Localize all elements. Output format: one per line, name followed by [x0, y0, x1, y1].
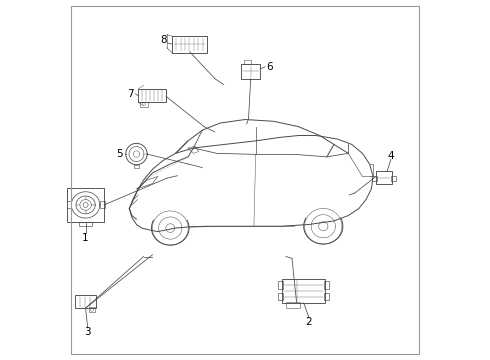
Bar: [100, 201, 105, 208]
Bar: [89, 307, 95, 312]
Bar: [372, 176, 377, 181]
Bar: [278, 293, 283, 300]
Bar: [79, 222, 92, 226]
Bar: [324, 293, 329, 300]
Text: 4: 4: [388, 151, 394, 161]
Bar: [67, 188, 104, 222]
Bar: [134, 165, 139, 168]
Bar: [245, 60, 251, 64]
Text: 3: 3: [84, 327, 91, 337]
Bar: [241, 64, 260, 78]
Bar: [376, 171, 392, 184]
Bar: [138, 89, 166, 103]
Bar: [391, 176, 396, 181]
Bar: [324, 282, 329, 288]
Bar: [140, 102, 148, 107]
Bar: [75, 295, 96, 308]
Text: 5: 5: [117, 149, 123, 159]
Text: 8: 8: [161, 35, 167, 45]
Bar: [66, 201, 72, 208]
Bar: [172, 36, 207, 53]
Text: 6: 6: [266, 62, 272, 72]
Bar: [282, 279, 325, 303]
Text: 2: 2: [306, 317, 312, 327]
Text: 1: 1: [82, 233, 89, 243]
Bar: [278, 282, 283, 288]
Text: 7: 7: [127, 89, 134, 99]
Bar: [286, 302, 300, 309]
